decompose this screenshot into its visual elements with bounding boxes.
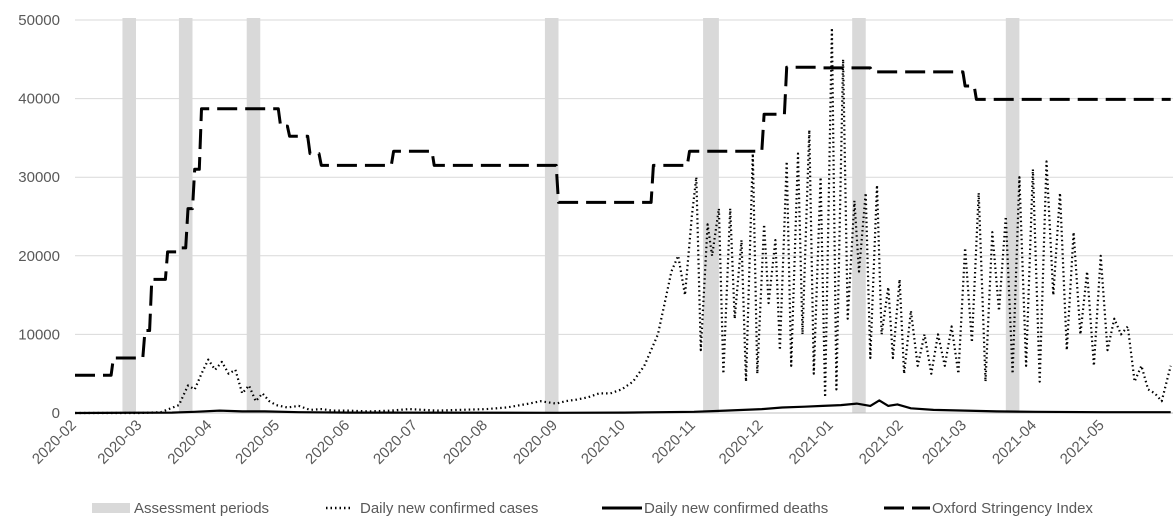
x-tick-label: 2020-08 [440, 417, 491, 468]
assessment-period-band-1 [122, 18, 136, 413]
x-tick-label: 2020-03 [94, 417, 145, 468]
x-tick-label: 2020-06 [302, 417, 353, 468]
y-tick-label: 40000 [18, 91, 60, 108]
y-tick-labels: 0 10000 20000 30000 40000 50000 [18, 12, 60, 422]
x-tick-label: 2020-05 [232, 417, 283, 468]
y-tick-label: 30000 [18, 169, 60, 186]
x-tick-label: 2020-02 [29, 417, 80, 468]
series-lines [74, 26, 1172, 415]
assessment-period-bands [122, 18, 1020, 413]
legend-label-stringency-index: Oxford Stringency Index [932, 500, 1093, 517]
series-line-oxford-stringency-index [75, 65, 1171, 377]
x-tick-label: 2020-10 [578, 417, 629, 468]
x-tick-label: 2020-12 [716, 417, 767, 468]
x-tick-label: 2021-05 [1057, 417, 1108, 468]
series-line-daily-new-confirmed-deaths [74, 399, 1171, 415]
assessment-period-band-2 [178, 18, 193, 413]
assessment-period-band-3 [246, 18, 261, 413]
x-tick-label: 2020-09 [510, 417, 561, 468]
series-line-daily-new-confirmed-cases [75, 26, 1172, 415]
x-tick-label: 2020-11 [649, 417, 699, 467]
y-tick-label: 20000 [18, 248, 60, 265]
assessment-period-band-6 [852, 18, 866, 413]
x-tick-label: 2020-04 [164, 417, 215, 468]
x-tick-labels: 2020-02 2020-03 2020-04 2020-05 2020-06 2020-… [29, 417, 1108, 468]
y-tick-label: 0 [52, 405, 60, 422]
assessment-period-band-5 [703, 18, 719, 413]
x-tick-label: 2021-01 [786, 417, 837, 468]
y-tick-label: 50000 [18, 12, 60, 29]
legend-label-daily-deaths: Daily new confirmed deaths [644, 500, 828, 517]
legend-swatch-assessment-periods [92, 503, 130, 513]
x-tick-label: 2020-07 [370, 417, 421, 468]
legend: Assessment periods Daily new confirmed c… [92, 500, 1093, 517]
x-tick-label: 2021-03 [919, 417, 970, 468]
y-tick-label: 10000 [18, 326, 60, 343]
assessment-period-band-7 [1005, 18, 1020, 413]
assessment-period-band-4 [544, 18, 559, 413]
legend-label-daily-cases: Daily new confirmed cases [360, 500, 538, 517]
x-tick-label: 2021-02 [856, 417, 907, 468]
legend-label-assessment-periods: Assessment periods [134, 500, 269, 517]
x-tick-label: 2021-04 [989, 417, 1040, 468]
